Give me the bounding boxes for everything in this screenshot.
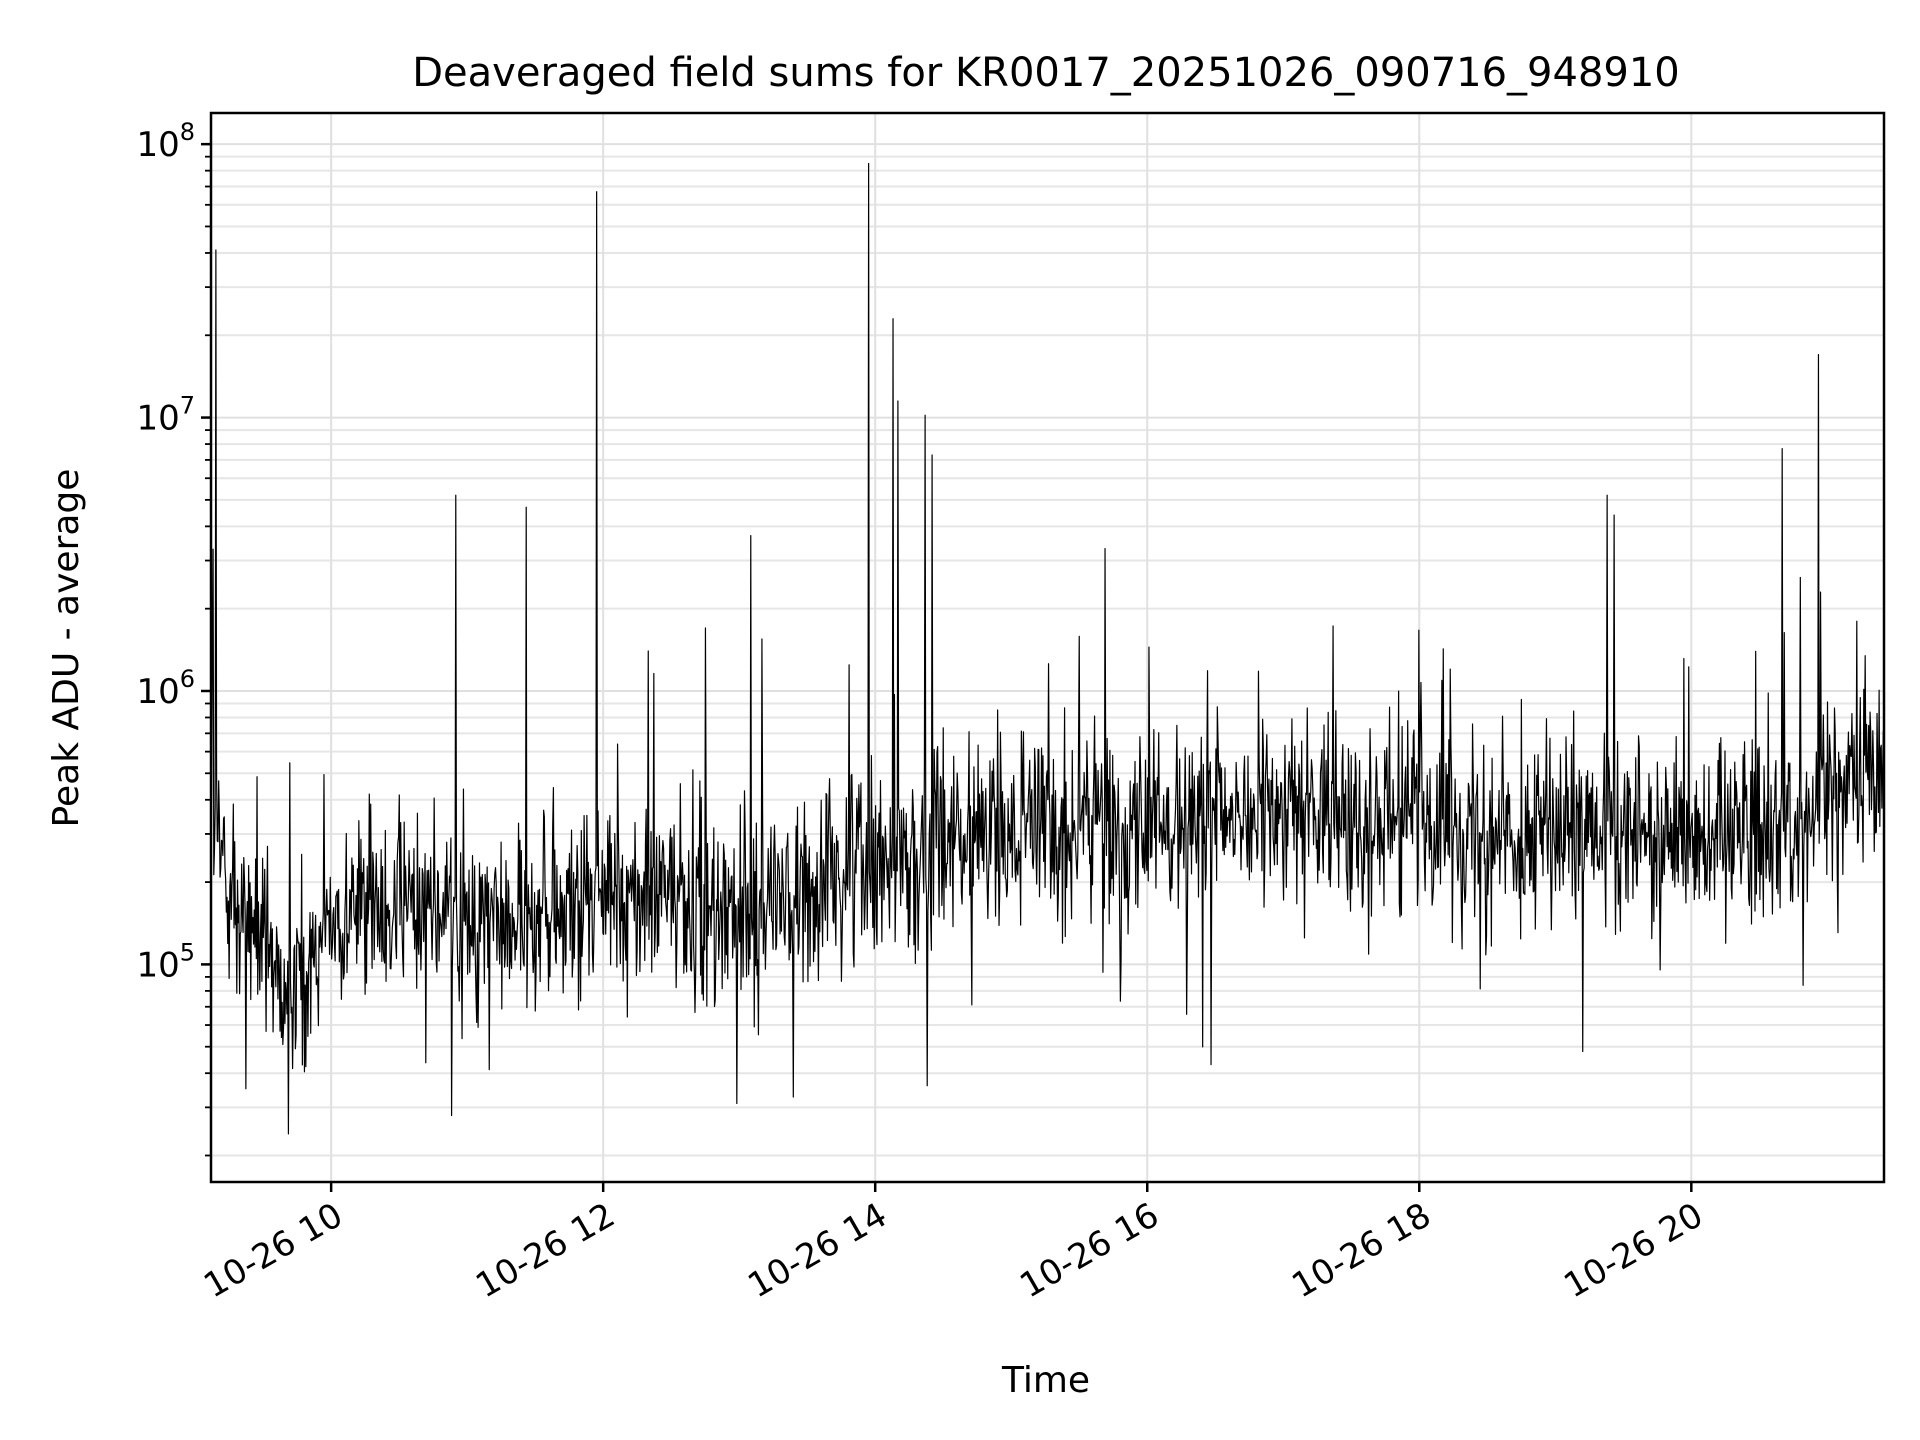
y-axis: 105 106 107 108 [136, 118, 211, 1157]
x-tick-label: 10-26 14 [741, 1195, 893, 1306]
series-line [210, 162, 1885, 1135]
y-axis-label: Peak ADU - average [46, 469, 87, 828]
plot-frame [209, 111, 1886, 1184]
x-tick-label: 10-26 10 [197, 1195, 349, 1306]
y-tick-label: 107 [136, 392, 195, 439]
y-tick-label: 108 [136, 118, 195, 165]
x-tick-label: 10-26 12 [469, 1195, 621, 1306]
chart-title: Deaveraged field sums for KR0017_2025102… [412, 50, 1680, 96]
y-tick-label: 106 [136, 665, 195, 712]
y-tick-label: 105 [136, 938, 195, 985]
x-tick-label: 10-26 18 [1285, 1195, 1437, 1306]
x-tick-label: 10-26 16 [1013, 1195, 1165, 1306]
x-axis-label: Time [1001, 1360, 1090, 1401]
x-axis: 10-26 10 10-26 12 10-26 14 10-26 16 10-26 18… [197, 1182, 1710, 1306]
x-tick-label: 10-26 20 [1557, 1195, 1709, 1306]
